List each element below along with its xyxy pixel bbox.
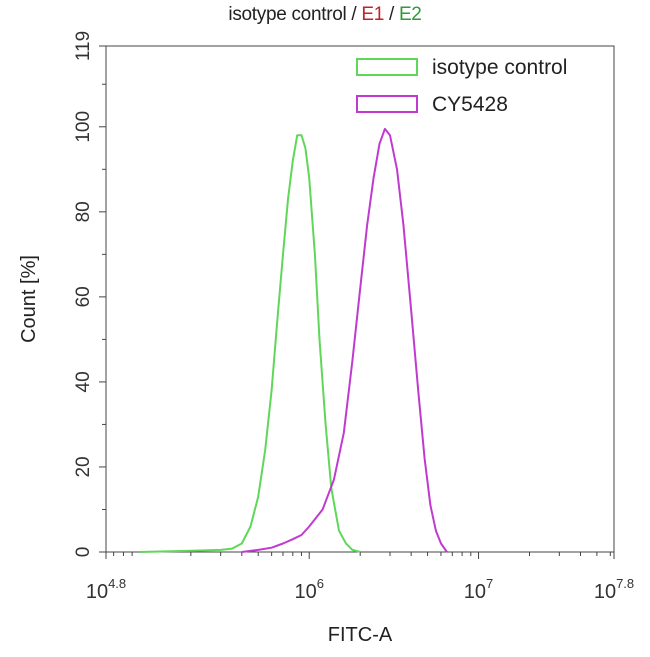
series-line-isotype-control <box>139 134 361 553</box>
y-tick-label-2: 40 <box>73 371 94 392</box>
x-tick-label-2: 107 <box>464 576 493 603</box>
title-e1: E1 <box>361 4 384 25</box>
y-tick-label-4: 80 <box>73 201 94 222</box>
y-tick-label-1: 20 <box>73 456 94 477</box>
chart-title: isotype control / E1 / E2 <box>0 4 650 26</box>
y-tick-label-3: 60 <box>73 286 94 307</box>
legend-label-1: CY5428 <box>432 93 508 116</box>
title-e2: E2 <box>398 4 422 25</box>
legend-swatch-1 <box>356 95 418 113</box>
y-tick-label-5: 100 <box>73 111 94 143</box>
title-main: isotype control / <box>228 4 362 25</box>
x-axis-title: FITC-A <box>328 624 393 646</box>
x-tick-label-3: 107.8 <box>594 576 634 603</box>
x-tick-label-1: 106 <box>294 576 323 603</box>
legend-swatch-0 <box>356 58 418 76</box>
x-tick-label-0: 104.8 <box>86 576 126 603</box>
legend-label-0: isotype control <box>432 56 567 79</box>
y-tick-label-6: 119 <box>73 31 94 61</box>
series-line-cy5428 <box>241 127 448 553</box>
y-axis-title: Count [%] <box>18 255 40 343</box>
title-sep: / <box>384 4 399 25</box>
y-tick-label-0: 0 <box>73 547 94 558</box>
